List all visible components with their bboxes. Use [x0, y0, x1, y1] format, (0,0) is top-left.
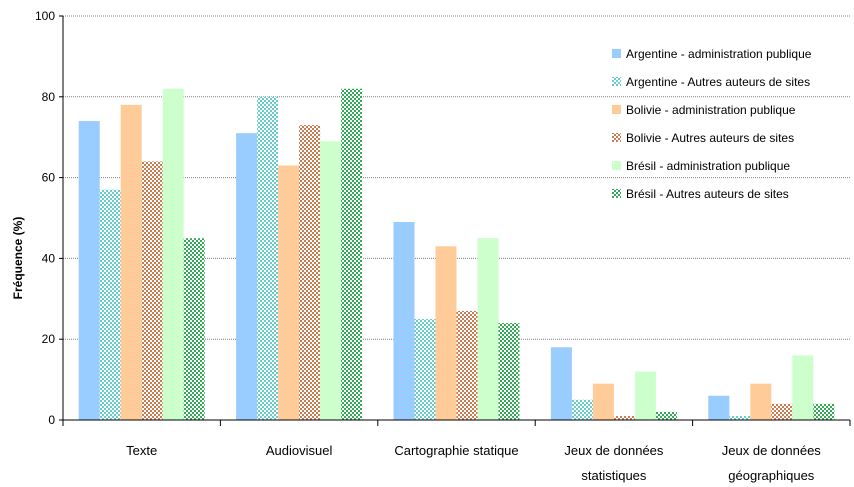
category-label: Cartographie statique [394, 443, 518, 458]
y-tick-labels: 0 20 40 60 80 100 [35, 9, 63, 427]
legend-swatch [612, 77, 621, 86]
bar [614, 416, 635, 420]
bar [708, 396, 729, 420]
y-tick-label: 100 [35, 9, 55, 23]
bar [163, 89, 184, 420]
bar [236, 133, 257, 420]
bar [142, 161, 163, 420]
legend-swatch [612, 49, 621, 58]
bar [79, 121, 100, 420]
category-label: Texte [126, 443, 157, 458]
y-tick-label: 40 [42, 251, 56, 265]
bar [729, 416, 750, 420]
legend-swatch [612, 161, 621, 170]
legend-label: Argentine - Autres auteurs de sites [626, 75, 810, 89]
bar [320, 141, 341, 420]
category-label: Jeux de données [564, 443, 664, 458]
bar [341, 89, 362, 420]
legend-label: Bolivie - Autres auteurs de sites [626, 131, 794, 145]
bar [278, 165, 299, 420]
bar [184, 238, 205, 420]
y-tick-label: 60 [42, 171, 56, 185]
bar [257, 97, 278, 420]
legend-swatch [612, 133, 621, 142]
bar [499, 323, 520, 420]
bar [792, 355, 813, 420]
category-label: géographiques [728, 468, 815, 483]
legend-swatch [612, 105, 621, 114]
legend-label: Brésil - administration publique [626, 159, 790, 173]
legend-label: Argentine - administration publique [626, 47, 812, 61]
bar [415, 319, 436, 420]
legend-label: Brésil - Autres auteurs de sites [626, 187, 789, 201]
y-tick-label: 80 [42, 90, 56, 104]
bar [635, 372, 656, 420]
bar [656, 412, 677, 420]
y-axis-title: Fréquence (%) [11, 217, 25, 300]
category-labels: Texte Audiovisuel Cartographie statique Jeu… [126, 443, 821, 483]
bar [750, 384, 771, 420]
bar [771, 404, 792, 420]
bar [551, 347, 572, 420]
category-label: Jeux de données [722, 443, 822, 458]
bar [100, 190, 121, 420]
bar [394, 222, 415, 420]
bar [121, 105, 142, 420]
bar [593, 384, 614, 420]
bar [478, 238, 499, 420]
y-tick-label: 20 [42, 332, 56, 346]
legend-swatch [612, 189, 621, 198]
bar [572, 400, 593, 420]
category-label: Audiovisuel [266, 443, 333, 458]
legend-label: Bolivie - administration publique [626, 103, 796, 117]
y-tick-label: 0 [48, 413, 55, 427]
bar [457, 311, 478, 420]
bar [299, 125, 320, 420]
category-label: statistiques [581, 468, 647, 483]
bar [813, 404, 834, 420]
bar [436, 246, 457, 420]
